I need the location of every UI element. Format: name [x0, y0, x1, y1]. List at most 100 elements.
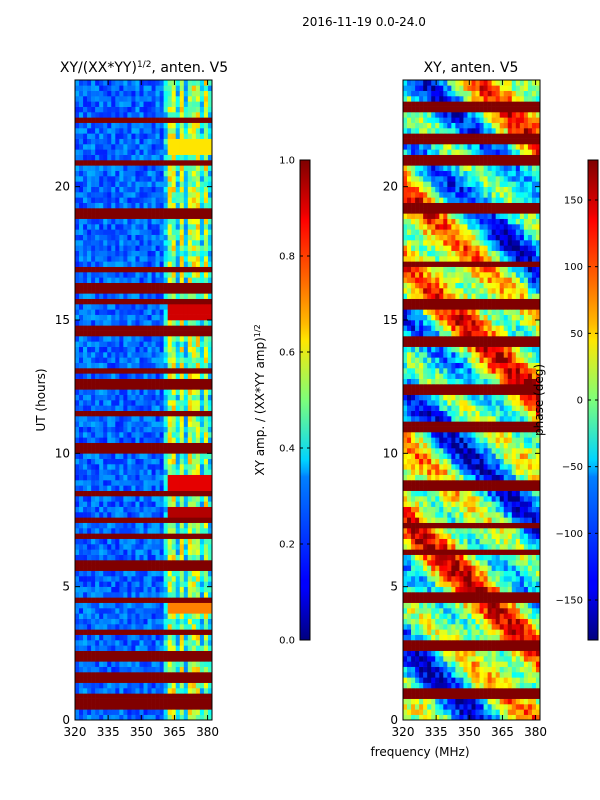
heatmap-cell [407, 581, 412, 587]
heatmap-cell [139, 165, 144, 171]
heatmap-cell [475, 634, 480, 641]
heatmap-cell [131, 298, 136, 305]
heatmap-cell [167, 528, 173, 534]
heatmap-cell [99, 288, 104, 294]
heatmap-cell [199, 202, 205, 209]
heatmap-cell [79, 266, 84, 273]
heatmap-cell [183, 538, 189, 545]
heatmap-cell [139, 565, 144, 571]
heatmap-cell [147, 202, 152, 209]
heatmap-cell [143, 304, 148, 310]
heatmap-cell [191, 368, 197, 374]
heatmap-cell [103, 208, 108, 214]
heatmap-cell [439, 645, 444, 651]
heatmap-cell [147, 560, 152, 566]
heatmap-cell [519, 656, 525, 662]
heatmap-cell [495, 688, 501, 694]
heatmap-cell [183, 138, 189, 145]
heatmap-cell [199, 501, 205, 507]
heatmap-cell [91, 624, 96, 630]
heatmap-cell [83, 352, 88, 358]
heatmap-cell [135, 661, 140, 667]
heatmap-cell [207, 213, 213, 219]
heatmap-cell [187, 288, 193, 294]
heatmap-cell [487, 656, 492, 662]
heatmap-cell [95, 96, 100, 102]
heatmap-cell [167, 432, 173, 438]
heatmap-cell [155, 234, 160, 241]
heatmap-cell [95, 341, 100, 347]
heatmap-cell [95, 704, 100, 710]
heatmap-cell [487, 693, 492, 699]
heatmap-cell [527, 656, 533, 662]
heatmap-cell [83, 304, 88, 310]
heatmap-cell [115, 85, 120, 91]
heatmap-cell [75, 304, 80, 310]
heatmap-cell [115, 592, 120, 598]
heatmap-cell [175, 320, 181, 326]
heatmap-cell [83, 330, 88, 337]
heatmap-cell [179, 677, 185, 683]
heatmap-cell [191, 522, 197, 529]
heatmap-cell [455, 688, 460, 694]
heatmap-cell [203, 522, 209, 529]
heatmap-cell [95, 261, 100, 267]
heatmap-cell [103, 453, 108, 459]
heatmap-cell [115, 666, 120, 673]
heatmap-cell [123, 512, 128, 518]
heatmap-cell [155, 320, 160, 326]
heatmap-cell [95, 266, 100, 273]
heatmap-cell [99, 341, 104, 347]
heatmap-cell [123, 474, 128, 481]
heatmap-cell [135, 378, 140, 385]
heatmap-cell [99, 362, 104, 369]
panel1-y-axis-label: UT (hours) [34, 368, 48, 431]
heatmap-cell [159, 314, 164, 321]
heatmap-cell [507, 677, 513, 683]
heatmap-cell [127, 325, 132, 331]
heatmap-cell [167, 144, 173, 150]
heatmap-cell [415, 640, 420, 646]
heatmap-cell [191, 138, 197, 145]
heatmap-cell [207, 341, 213, 347]
heatmap-cell [95, 442, 100, 449]
heatmap-cell [195, 213, 201, 219]
heatmap-cell [155, 688, 160, 694]
heatmap-cell [183, 240, 189, 246]
heatmap-cell [159, 442, 164, 449]
heatmap-cell [139, 496, 144, 502]
heatmap-cell [79, 218, 84, 225]
heatmap-cell [111, 357, 116, 363]
heatmap-cell [75, 192, 80, 198]
heatmap-cell [459, 666, 464, 673]
heatmap-cell [115, 661, 120, 667]
heatmap-cell [475, 613, 480, 619]
heatmap-cell [111, 309, 116, 315]
heatmap-cell [87, 394, 92, 401]
heatmap-cell [207, 314, 213, 321]
heatmap-cell [407, 698, 412, 705]
heatmap-cell [199, 453, 205, 459]
heatmap-cell [179, 272, 185, 278]
heatmap-cell [203, 368, 209, 374]
heatmap-cell [199, 528, 205, 534]
heatmap-cell [163, 368, 168, 374]
heatmap-cell [191, 202, 197, 209]
heatmap-cell [187, 416, 193, 422]
heatmap-cell [131, 240, 136, 246]
heatmap-cell [191, 469, 197, 475]
heatmap-cell [95, 592, 100, 598]
heatmap-cell [175, 224, 181, 230]
heatmap-cell [183, 416, 189, 422]
heatmap-cell [511, 624, 517, 630]
heatmap-cell [427, 629, 432, 635]
heatmap-cell [159, 458, 164, 465]
heatmap-cell [183, 170, 189, 177]
heatmap-cell [175, 277, 181, 283]
heatmap-cell [175, 192, 181, 198]
heatmap-cell [179, 640, 185, 646]
heatmap-cell [175, 453, 181, 459]
heatmap-cell [535, 677, 541, 683]
heatmap-cell [495, 618, 501, 625]
